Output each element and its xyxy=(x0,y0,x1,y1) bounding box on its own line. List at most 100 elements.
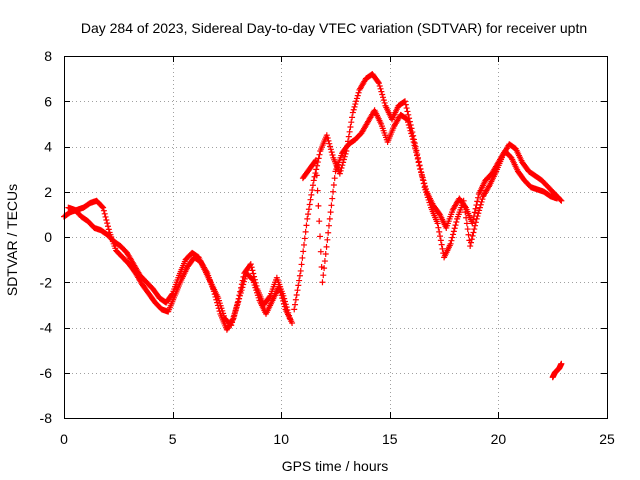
x-tick-label: 10 xyxy=(273,431,289,447)
ticks-layer xyxy=(64,56,608,419)
data-point xyxy=(328,202,335,209)
data-point xyxy=(412,145,419,152)
data-point xyxy=(317,233,324,240)
data-point xyxy=(314,162,321,169)
data-point xyxy=(473,202,480,209)
y-tick-label: 2 xyxy=(44,184,52,200)
data-point xyxy=(280,292,287,299)
series-trace-a xyxy=(61,197,296,333)
data-point xyxy=(469,220,476,227)
data-point xyxy=(327,143,334,150)
data-point xyxy=(325,222,332,229)
data-point xyxy=(249,267,256,274)
data-point xyxy=(312,157,319,164)
y-tick-label: 8 xyxy=(44,48,52,64)
data-point xyxy=(471,209,478,216)
data-point xyxy=(304,215,311,222)
data-point xyxy=(237,288,244,295)
data-point xyxy=(324,236,331,243)
data-point xyxy=(434,220,441,227)
y-axis-label: SDTVAR / TECUs xyxy=(4,184,20,296)
data-point xyxy=(338,164,345,171)
data-point xyxy=(320,272,327,279)
series-trace-e xyxy=(549,360,565,381)
data-point xyxy=(413,152,420,159)
data-point xyxy=(282,298,289,305)
data-point xyxy=(293,291,300,298)
data-point xyxy=(316,151,323,158)
data-point xyxy=(283,304,290,311)
data-point xyxy=(475,194,482,201)
data-point xyxy=(229,316,236,323)
data-point xyxy=(329,195,336,202)
data-point xyxy=(228,322,235,329)
data-point xyxy=(266,293,273,300)
data-point xyxy=(354,92,361,99)
y-tick-label: 4 xyxy=(44,139,52,155)
data-point xyxy=(296,277,303,284)
data-point xyxy=(326,215,333,222)
data-point xyxy=(309,182,316,189)
data-point xyxy=(375,79,382,86)
data-point xyxy=(463,220,470,227)
data-point xyxy=(352,101,359,108)
data-point xyxy=(402,98,409,105)
data-point xyxy=(408,130,415,137)
data-point xyxy=(329,151,336,158)
data-point xyxy=(379,91,386,98)
x-tick-label: 20 xyxy=(491,431,507,447)
x-tick-label: 5 xyxy=(169,431,177,447)
data-point xyxy=(407,127,414,134)
chart-title: Day 284 of 2023, Sidereal Day-to-day VTE… xyxy=(81,20,587,36)
data-point xyxy=(327,146,334,153)
y-tick-label: -6 xyxy=(40,365,53,381)
data-point xyxy=(471,226,478,233)
data-point xyxy=(409,136,416,143)
data-point xyxy=(303,222,310,229)
data-point xyxy=(472,205,479,212)
data-point xyxy=(229,319,236,326)
data-point xyxy=(473,215,480,222)
data-point xyxy=(420,177,427,184)
data-point xyxy=(328,149,335,156)
data-point xyxy=(406,124,413,131)
data-point xyxy=(103,217,110,224)
data-point xyxy=(315,202,322,209)
data-point xyxy=(375,80,382,87)
data-point xyxy=(102,213,109,220)
y-tick-label: 0 xyxy=(44,229,52,245)
data-point xyxy=(468,236,475,243)
series-trace-d xyxy=(299,107,561,286)
data-point xyxy=(462,203,469,210)
data-point xyxy=(250,270,257,277)
data-point xyxy=(558,197,565,204)
data-point xyxy=(402,101,409,108)
data-point xyxy=(350,106,357,113)
data-point xyxy=(336,170,343,177)
data-point xyxy=(232,308,239,315)
data-point xyxy=(418,168,425,175)
x-tick-label: 15 xyxy=(382,431,398,447)
data-point xyxy=(413,149,420,156)
data-point xyxy=(238,281,245,288)
data-point xyxy=(321,258,328,265)
data-point xyxy=(300,248,307,255)
data-point xyxy=(348,119,355,126)
data-point xyxy=(327,209,334,216)
data-point xyxy=(474,198,481,205)
y-tick-label: -4 xyxy=(40,320,53,336)
data-point xyxy=(476,207,483,214)
data-point xyxy=(319,279,326,286)
data-point xyxy=(409,133,416,140)
data-point xyxy=(324,135,331,142)
data-point xyxy=(469,232,476,239)
data-point xyxy=(308,191,315,198)
data-point xyxy=(415,159,422,166)
data-point xyxy=(306,201,313,208)
data-point xyxy=(355,89,362,96)
data-point xyxy=(405,122,412,129)
data-point xyxy=(380,97,387,104)
data-point xyxy=(470,216,477,223)
data-point xyxy=(557,196,564,203)
data-point xyxy=(331,175,338,182)
